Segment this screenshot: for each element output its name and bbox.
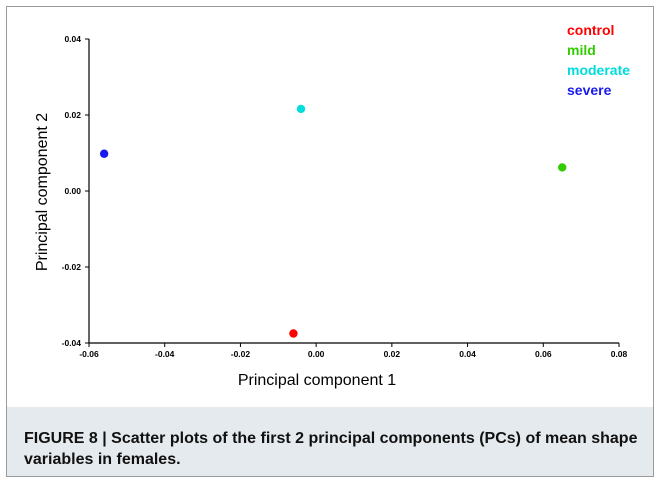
y-tick-label: -0.02 xyxy=(62,262,82,272)
y-tick-label: 0.04 xyxy=(64,34,81,44)
data-point-moderate xyxy=(296,104,306,114)
axes xyxy=(88,39,619,344)
y-axis-title: Principal component 2 xyxy=(34,113,51,271)
x-tick-label: 0.04 xyxy=(459,349,476,359)
data-point-severe xyxy=(99,149,109,158)
legend-item-mild: mild xyxy=(567,42,596,58)
legend: control mild moderate severe xyxy=(567,22,630,98)
y-tick-label: -0.04 xyxy=(62,338,82,348)
y-tick-label: 0.00 xyxy=(64,186,81,196)
x-tick-label: -0.04 xyxy=(155,349,175,359)
x-tick-label: 0.00 xyxy=(308,349,325,359)
ticks: -0.06 -0.04 -0.02 0.00 0.02 0.04 0.06 0.08-0.04… xyxy=(62,34,628,359)
legend-item-severe: severe xyxy=(567,82,612,98)
caption-area: FIGURE 8 | Scatter plots of the first 2 … xyxy=(7,407,653,476)
legend-item-control: control xyxy=(567,22,614,38)
legend-item-moderate: moderate xyxy=(567,62,630,78)
x-tick-label: -0.02 xyxy=(231,349,251,359)
x-tick-label: 0.08 xyxy=(611,349,628,359)
figure: -0.06 -0.04 -0.02 0.00 0.02 0.04 0.06 0.08 -0.04… xyxy=(6,6,654,477)
data-point-control xyxy=(289,329,298,338)
x-axis-title: Principal component 1 xyxy=(238,372,396,389)
x-tick-label: -0.06 xyxy=(79,349,99,359)
x-tick-label: 0.06 xyxy=(535,349,552,359)
data-points xyxy=(99,104,567,338)
x-tick-label: 0.02 xyxy=(384,349,401,359)
y-tick-label: 0.02 xyxy=(64,110,81,120)
scatter-chart: -0.06 -0.04 -0.02 0.00 0.02 0.04 0.06 0.08-0.04… xyxy=(34,22,630,389)
data-point-mild xyxy=(558,163,567,172)
figure-caption: FIGURE 8 | Scatter plots of the first 2 … xyxy=(24,430,638,468)
plot-area: -0.06 -0.04 -0.02 0.00 0.02 0.04 0.06 0.08 -0.04… xyxy=(7,7,653,407)
